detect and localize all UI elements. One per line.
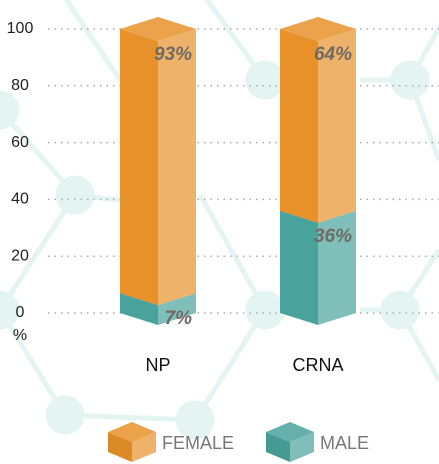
legend-top (108, 422, 156, 442)
bar-segment (120, 293, 196, 325)
y-tick-label: 80 (11, 77, 29, 94)
top-face (280, 17, 356, 41)
background-network (0, 0, 439, 440)
y-axis-label: % (13, 327, 27, 344)
x-tick-label: NP (145, 355, 170, 375)
x-tick-label: CRNA (292, 355, 343, 375)
bar-segment (120, 17, 196, 306)
left-face (280, 210, 318, 325)
y-tick-label: 100 (7, 20, 34, 37)
value-label: 36% (314, 226, 352, 247)
y-tick-label: 40 (11, 191, 29, 208)
value-label: 93% (154, 44, 192, 65)
right-face (318, 29, 356, 223)
value-label: 7% (165, 308, 193, 329)
legend-icon (266, 422, 314, 462)
legend-label: MALE (320, 433, 369, 453)
legend-icon (108, 422, 156, 462)
left-face (280, 29, 318, 223)
value-label: 64% (314, 44, 352, 65)
legend-label: FEMALE (162, 433, 234, 453)
left-face (120, 29, 158, 306)
y-tick-label: 60 (11, 134, 29, 151)
legend-top (266, 422, 314, 442)
y-tick-label: 20 (11, 247, 29, 264)
right-face (158, 29, 196, 306)
y-tick-label: 0 (16, 304, 25, 321)
right-face (158, 293, 196, 325)
bar-segment (280, 210, 356, 325)
left-face (120, 293, 158, 325)
bar-segment (280, 17, 356, 223)
right-face (318, 210, 356, 325)
top-face (120, 17, 196, 41)
